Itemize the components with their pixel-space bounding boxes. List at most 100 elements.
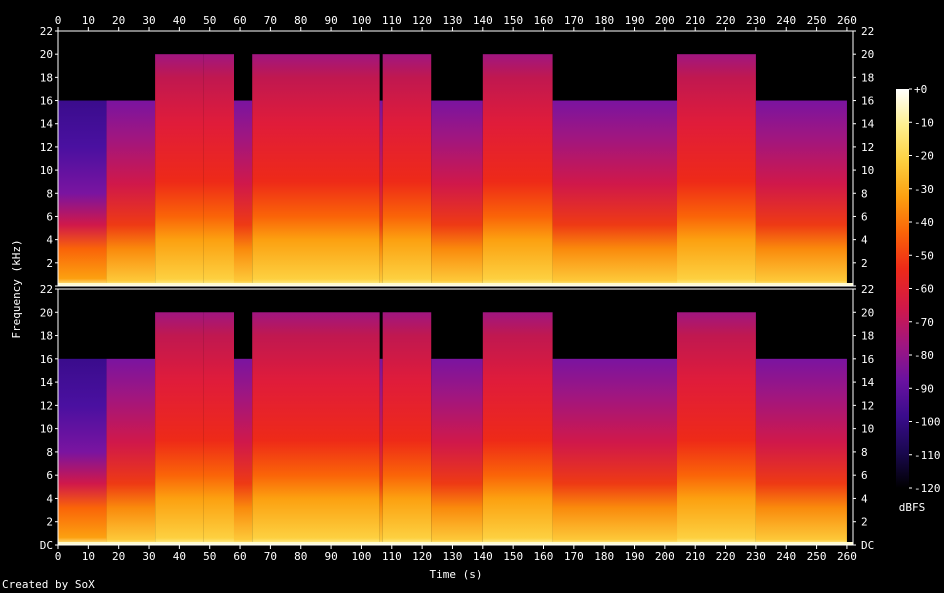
x-tick-label-bottom: 90 xyxy=(324,550,337,563)
y-tick-label-left: 18 xyxy=(40,71,53,84)
y-tick-label-right: 2 xyxy=(861,516,868,529)
x-tick-label-top: 50 xyxy=(203,14,216,27)
x-tick-label-bottom: 50 xyxy=(203,550,216,563)
x-tick-label-bottom: 20 xyxy=(112,550,125,563)
spectrum-segment xyxy=(106,100,156,286)
y-tick-label-left: DC xyxy=(40,539,53,552)
y-tick-label-left: 12 xyxy=(40,399,53,412)
x-tick-label-bottom: 220 xyxy=(716,550,736,563)
colorbar-tick-label: -110 xyxy=(914,449,941,462)
y-tick-label-right: 8 xyxy=(861,187,868,200)
y-tick-label-right: 4 xyxy=(861,234,868,247)
spectrum-segment xyxy=(252,312,380,545)
y-tick-label-left: 16 xyxy=(40,353,53,366)
x-tick-label-bottom: 260 xyxy=(837,550,857,563)
plot-frame xyxy=(57,30,854,287)
x-tick-label-top: 170 xyxy=(564,14,584,27)
x-tick-label-bottom: 170 xyxy=(564,550,584,563)
colorbar-tick-label: -60 xyxy=(914,283,934,296)
x-tick-label-bottom: 60 xyxy=(233,550,246,563)
x-tick-label-top: 40 xyxy=(173,14,186,27)
spectrum-segment xyxy=(431,100,483,286)
x-tick-label-top: 0 xyxy=(55,14,62,27)
y-tick-label-right: 18 xyxy=(861,71,874,84)
spectrogram-panel-channel-1 xyxy=(57,30,854,287)
x-tick-label-top: 180 xyxy=(594,14,614,27)
y-tick-label-right: 22 xyxy=(861,283,874,296)
x-tick-label-bottom: 200 xyxy=(655,550,675,563)
colorbar-title: dBFS xyxy=(899,501,926,514)
colorbar-tick-label: -40 xyxy=(914,216,934,229)
x-tick-label-top: 210 xyxy=(685,14,705,27)
spectrum-segment xyxy=(155,54,204,286)
y-tick-label-right: 2 xyxy=(861,257,868,270)
colorbar-tick-label: +0 xyxy=(914,83,927,96)
x-tick-label-top: 200 xyxy=(655,14,675,27)
y-tick-label-right: 16 xyxy=(861,353,874,366)
y-tick-label-left: 22 xyxy=(40,25,53,38)
x-tick-label-top: 220 xyxy=(716,14,736,27)
x-tick-label-top: 100 xyxy=(351,14,371,27)
spectrum-segment xyxy=(482,54,553,286)
x-tick-label-bottom: 70 xyxy=(264,550,277,563)
spectrum-segment xyxy=(58,358,107,545)
colorbar-tick-label: -80 xyxy=(914,349,934,362)
colorbar-tick-label: -30 xyxy=(914,183,934,196)
footer-credit: Created by SoX xyxy=(2,578,95,591)
x-tick-label-top: 10 xyxy=(82,14,95,27)
low-frequency-band xyxy=(58,542,853,545)
y-tick-label-left: 4 xyxy=(46,492,53,505)
colorbar-tick-label: -20 xyxy=(914,150,934,163)
x-tick-label-bottom: 140 xyxy=(473,550,493,563)
y-tick-label-right: 12 xyxy=(861,141,874,154)
y-tick-label-left: 8 xyxy=(46,187,53,200)
spectrum-segment xyxy=(252,54,380,286)
x-tick-label-top: 130 xyxy=(443,14,463,27)
y-tick-label-right: 10 xyxy=(861,164,874,177)
spectrum-segment xyxy=(431,358,483,545)
spectrum-segment xyxy=(482,312,553,545)
y-tick-label-right: 8 xyxy=(861,446,868,459)
spectrum-segment xyxy=(155,312,204,545)
y-tick-label-left: 20 xyxy=(40,306,53,319)
x-axis-title: Time (s) xyxy=(430,568,483,581)
plot-frame xyxy=(57,288,854,546)
x-tick-label-bottom: 130 xyxy=(443,550,463,563)
y-tick-label-left: 22 xyxy=(40,283,53,296)
colorbar-ticks: +0 -10 -20 -30 -40 -50 -60 -70 -80 -90 -100 -110 -12… xyxy=(909,83,941,495)
x-tick-label-bottom: 230 xyxy=(746,550,766,563)
spectrum-segment xyxy=(382,54,432,286)
spectrogram-panel-channel-2 xyxy=(57,288,854,546)
spectrum-segment xyxy=(379,358,383,545)
y-axis-title: Frequency (kHz) xyxy=(10,239,23,338)
y-tick-label-left: 10 xyxy=(40,164,53,177)
y-tick-label-right: 18 xyxy=(861,330,874,343)
x-tick-label-bottom: 0 xyxy=(55,550,62,563)
x-tick-label-bottom: 150 xyxy=(503,550,523,563)
spectrum-segment xyxy=(755,100,847,286)
spectrum-segment xyxy=(552,358,678,545)
colorbar xyxy=(896,89,909,488)
spectrum-segment xyxy=(203,54,234,286)
x-tick-label-bottom: 10 xyxy=(82,550,95,563)
spectrum-segment xyxy=(203,312,234,545)
x-tick-label-top: 120 xyxy=(412,14,432,27)
x-tick-label-top: 30 xyxy=(142,14,155,27)
y-tick-label-right: 20 xyxy=(861,306,874,319)
colorbar-tick-label: -10 xyxy=(914,116,934,129)
x-tick-label-top: 250 xyxy=(807,14,827,27)
x-tick-label-bottom: 160 xyxy=(534,550,554,563)
y-tick-label-left: 8 xyxy=(46,446,53,459)
colorbar-gradient xyxy=(896,89,909,488)
y-tick-label-right: 14 xyxy=(861,376,875,389)
x-tick-label-top: 60 xyxy=(233,14,246,27)
y-tick-label-right: 22 xyxy=(861,25,874,38)
y-tick-label-left: 10 xyxy=(40,423,53,436)
y-tick-label-left: 16 xyxy=(40,95,53,108)
x-tick-label-top: 190 xyxy=(625,14,645,27)
y-tick-label-right: 16 xyxy=(861,95,874,108)
x-tick-label-top: 20 xyxy=(112,14,125,27)
x-tick-label-bottom: 80 xyxy=(294,550,307,563)
spectrum-segment xyxy=(677,312,756,545)
